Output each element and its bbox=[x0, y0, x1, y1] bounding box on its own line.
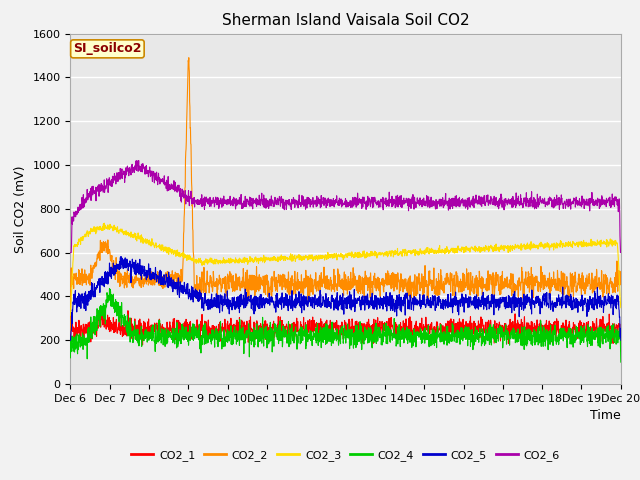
CO2_4 bbox=[67, 355, 74, 360]
Line: CO2_5: CO2_5 bbox=[70, 256, 621, 340]
X-axis label: Time: Time bbox=[590, 409, 621, 422]
CO2_3 bbox=[67, 312, 74, 318]
CO2_5 bbox=[601, 298, 609, 304]
CO2_1 bbox=[98, 304, 106, 310]
CO2_2 bbox=[95, 250, 102, 256]
CO2_6 bbox=[500, 207, 508, 213]
CO2_4 bbox=[617, 359, 625, 365]
CO2_5 bbox=[617, 337, 625, 343]
CO2_2 bbox=[320, 276, 328, 282]
CO2_1 bbox=[617, 348, 625, 354]
CO2_1 bbox=[500, 326, 508, 332]
CO2_1 bbox=[95, 315, 102, 321]
CO2_2 bbox=[500, 282, 508, 288]
CO2_1 bbox=[67, 346, 74, 352]
CO2_5 bbox=[117, 253, 125, 259]
CO2_5 bbox=[320, 297, 328, 302]
CO2_3 bbox=[100, 220, 108, 226]
CO2_2 bbox=[601, 281, 609, 287]
CO2_4 bbox=[106, 286, 113, 291]
CO2_5 bbox=[500, 295, 508, 301]
CO2_2 bbox=[335, 271, 342, 277]
CO2_4 bbox=[601, 336, 609, 341]
CO2_3 bbox=[335, 252, 342, 257]
CO2_5 bbox=[67, 337, 74, 343]
CO2_4 bbox=[335, 338, 342, 344]
CO2_5 bbox=[95, 282, 102, 288]
Line: CO2_6: CO2_6 bbox=[70, 160, 621, 252]
Line: CO2_3: CO2_3 bbox=[70, 223, 621, 315]
CO2_2 bbox=[185, 55, 193, 60]
CO2_3 bbox=[601, 241, 609, 247]
CO2_6 bbox=[617, 250, 625, 255]
Text: SI_soilco2: SI_soilco2 bbox=[73, 42, 141, 55]
CO2_6 bbox=[95, 186, 102, 192]
CO2_6 bbox=[135, 157, 143, 163]
CO2_4 bbox=[95, 315, 102, 321]
CO2_1 bbox=[601, 325, 609, 331]
CO2_6 bbox=[601, 200, 609, 206]
CO2_6 bbox=[320, 195, 328, 201]
CO2_1 bbox=[335, 329, 342, 335]
CO2_3 bbox=[500, 248, 508, 253]
CO2_3 bbox=[617, 305, 625, 311]
CO2_3 bbox=[95, 226, 102, 232]
CO2_3 bbox=[601, 241, 609, 247]
Legend: CO2_1, CO2_2, CO2_3, CO2_4, CO2_5, CO2_6: CO2_1, CO2_2, CO2_3, CO2_4, CO2_5, CO2_6 bbox=[127, 445, 564, 466]
CO2_4 bbox=[500, 333, 508, 338]
Y-axis label: Soil CO2 (mV): Soil CO2 (mV) bbox=[14, 165, 27, 252]
CO2_6 bbox=[601, 197, 609, 203]
CO2_6 bbox=[335, 201, 342, 207]
CO2_1 bbox=[320, 321, 328, 327]
CO2_4 bbox=[320, 333, 328, 339]
Line: CO2_2: CO2_2 bbox=[70, 58, 621, 334]
CO2_5 bbox=[601, 298, 609, 304]
CO2_1 bbox=[601, 328, 609, 334]
CO2_2 bbox=[601, 277, 609, 283]
CO2_4 bbox=[601, 333, 609, 339]
Title: Sherman Island Vaisala Soil CO2: Sherman Island Vaisala Soil CO2 bbox=[222, 13, 469, 28]
CO2_6 bbox=[67, 250, 74, 255]
CO2_3 bbox=[320, 253, 328, 259]
Line: CO2_1: CO2_1 bbox=[70, 307, 621, 351]
CO2_2 bbox=[617, 278, 625, 284]
CO2_2 bbox=[67, 331, 74, 336]
CO2_5 bbox=[335, 299, 342, 305]
Line: CO2_4: CO2_4 bbox=[70, 288, 621, 362]
